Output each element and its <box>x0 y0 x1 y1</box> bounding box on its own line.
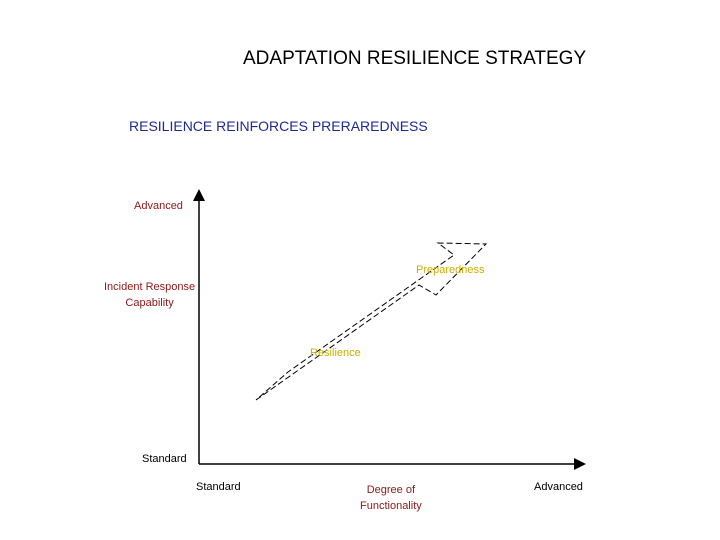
preparedness-resilience-arrow <box>255 242 488 401</box>
x-axis-left-label: Standard <box>196 481 241 493</box>
y-axis-top-label: Advanced <box>134 200 183 212</box>
x-axis-label: Degree of Functionality <box>360 483 422 515</box>
y-axis-bottom-label: Standard <box>142 453 187 465</box>
x-axis-right-label: Advanced <box>534 481 583 493</box>
preparedness-label: Preparedness <box>416 264 485 276</box>
x-axis-label-text: Degree of Functionality <box>360 484 422 512</box>
resilience-label: Resilience <box>310 347 361 359</box>
page-subtitle: RESILIENCE REINFORCES PRERAREDNESS <box>129 118 428 134</box>
page-title: ADAPTATION RESILIENCE STRATEGY <box>243 48 587 69</box>
y-axis-label: Incident Response Capability <box>104 280 195 312</box>
y-axis-label-text: Incident Response Capability <box>104 281 196 309</box>
